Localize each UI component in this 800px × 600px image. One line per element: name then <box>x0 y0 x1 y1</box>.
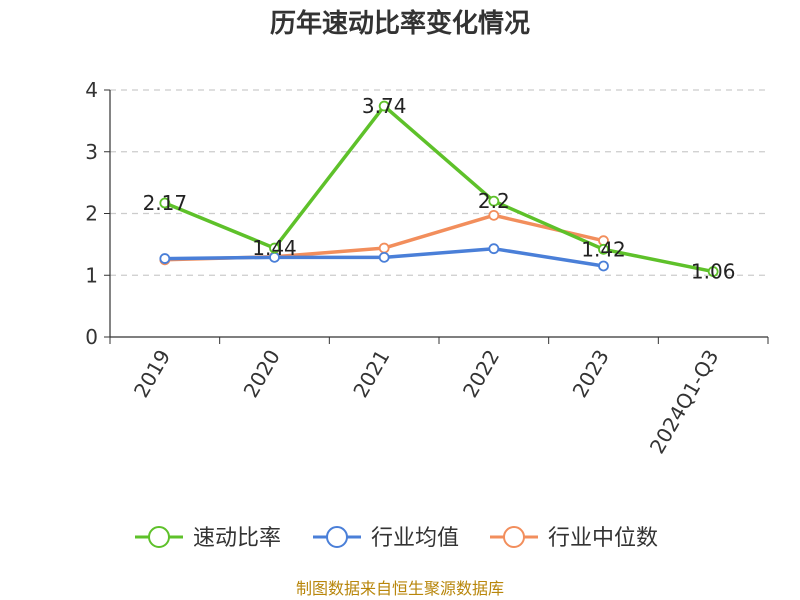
chart-title: 历年速动比率变化情况 <box>270 8 530 39</box>
axes: 0 1 2 3 4 2019 2020 2021 2022 2023 2024Q1-Q3 <box>85 78 769 458</box>
data-labels: 2.17 1.44 3.74 2.2 1.42 1.06 <box>143 94 736 283</box>
y-tick-label: 1 <box>85 263 98 287</box>
series-line <box>164 104 714 274</box>
data-point <box>598 243 609 255</box>
legend: 速动比率 行业均值 行业中位数 <box>135 526 658 551</box>
data-label: 1.44 <box>252 236 297 260</box>
data-point <box>378 100 390 112</box>
y-tick-label: 3 <box>85 140 98 164</box>
data-point <box>488 195 500 207</box>
legend-marker <box>503 526 525 548</box>
y-tick-label: 2 <box>85 202 98 226</box>
data-label: 1.42 <box>581 237 626 261</box>
x-tick-label: 2021 <box>348 346 394 402</box>
data-point <box>159 253 171 264</box>
data-point <box>707 266 719 277</box>
data-label: 1.06 <box>691 260 736 284</box>
data-point <box>378 242 390 254</box>
legend-label: 速动比率 <box>193 526 281 551</box>
grid-lines <box>110 89 768 276</box>
x-tick-label: 2023 <box>568 346 614 402</box>
x-tick-label: 2022 <box>458 346 504 402</box>
data-point <box>159 197 171 209</box>
x-tick-label: 2020 <box>239 346 285 402</box>
data-point <box>488 209 500 221</box>
series-layer <box>159 100 719 277</box>
data-label: 2.2 <box>478 189 510 213</box>
legend-marker <box>326 526 348 548</box>
x-tick-label: 2024Q1-Q3 <box>645 346 724 458</box>
source-note: 制图数据来自恒生聚源数据库 <box>296 579 504 598</box>
data-point <box>488 243 500 255</box>
x-tick-label: 2019 <box>129 346 175 402</box>
data-point <box>378 251 390 263</box>
legend-label: 行业中位数 <box>548 526 658 551</box>
y-tick-label: 4 <box>85 78 98 102</box>
data-label: 2.17 <box>143 191 188 215</box>
y-tick-label: 0 <box>85 325 98 349</box>
data-point <box>269 242 280 254</box>
data-point <box>598 260 609 272</box>
legend-marker <box>148 526 170 548</box>
legend-label: 行业均值 <box>371 526 459 551</box>
data-label: 3.74 <box>362 94 407 118</box>
